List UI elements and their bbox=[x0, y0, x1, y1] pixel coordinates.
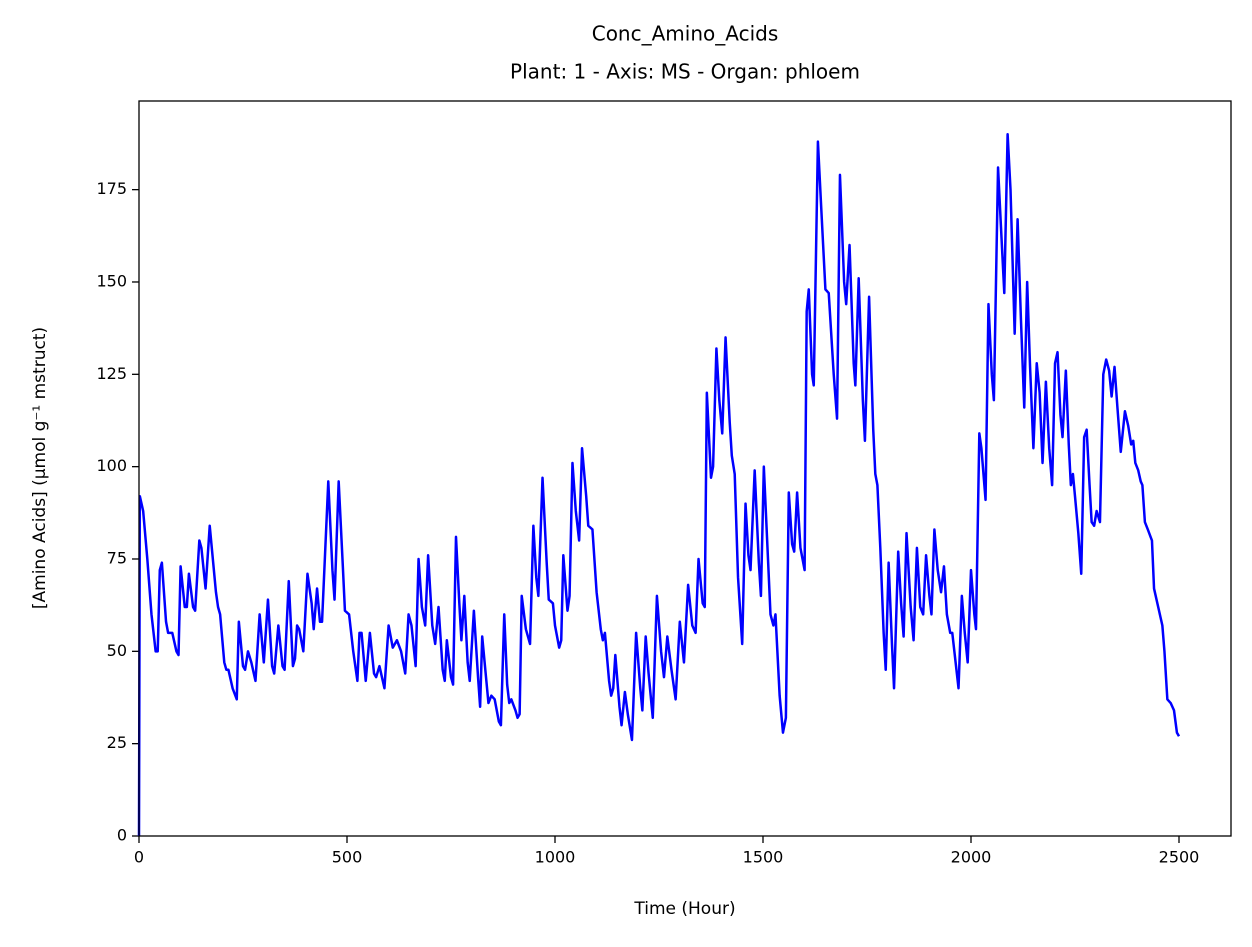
y-tick-label: 100 bbox=[96, 456, 127, 475]
plot-frame bbox=[138, 100, 1232, 837]
y-tick-label: 150 bbox=[96, 271, 127, 290]
x-tick-label: 2500 bbox=[1159, 848, 1200, 867]
chart-subtitle: Plant: 1 - Axis: MS - Organ: phloem bbox=[510, 60, 860, 84]
x-tick-label: 2000 bbox=[951, 848, 992, 867]
y-tick-label: 25 bbox=[107, 733, 127, 752]
y-tick-label: 175 bbox=[96, 179, 127, 198]
x-tick-label: 500 bbox=[332, 848, 363, 867]
x-tick-label: 1000 bbox=[535, 848, 576, 867]
y-tick-label: 50 bbox=[107, 641, 127, 660]
y-axis-label: [Amino Acids] (μmol g⁻¹ mstruct) bbox=[30, 327, 50, 609]
x-axis-label: Time (Hour) bbox=[633, 899, 735, 919]
y-tick-label: 125 bbox=[96, 364, 127, 383]
data-line bbox=[137, 132, 1181, 837]
y-tick-label: 0 bbox=[117, 826, 127, 845]
chart-title: Conc_Amino_Acids bbox=[592, 22, 779, 46]
y-tick-label: 75 bbox=[107, 548, 127, 567]
x-tick-label: 0 bbox=[134, 848, 144, 867]
x-tick-label: 1500 bbox=[743, 848, 784, 867]
